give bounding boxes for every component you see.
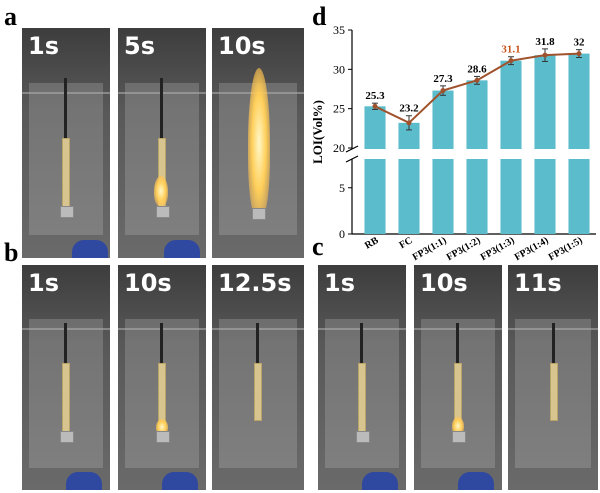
data-marker bbox=[406, 120, 412, 126]
frame-time-label: 10s bbox=[420, 269, 468, 297]
photo-c-3: 11s bbox=[508, 265, 598, 490]
axis-break bbox=[346, 149, 598, 159]
frame-time-label: 10s bbox=[218, 32, 266, 60]
panel-label-b: b bbox=[4, 238, 19, 267]
data-label: 31.1 bbox=[501, 44, 520, 56]
data-label: 27.3 bbox=[433, 73, 453, 85]
data-marker bbox=[474, 77, 480, 83]
bar bbox=[364, 106, 386, 234]
photo-a-1: 1s bbox=[22, 28, 110, 258]
frame-time-label: 1s bbox=[28, 269, 59, 297]
loi-bar-chart: 20 25 30 35 0 5 LOI(Vol%) 25.3 RB 23.2 FC 27.3 FP3(1… bbox=[310, 23, 598, 263]
data-marker bbox=[576, 51, 582, 57]
photo-b-2: 10s bbox=[118, 265, 206, 490]
frame-time-label: 11s bbox=[514, 269, 562, 297]
photo-b-1: 1s bbox=[22, 265, 110, 490]
data-label: 23.2 bbox=[399, 103, 419, 115]
x-tick-label: FP3(1:2) bbox=[445, 235, 483, 263]
photo-a-2: 5s bbox=[118, 28, 206, 258]
x-tick-label: FC bbox=[397, 235, 414, 251]
data-marker bbox=[542, 52, 548, 58]
x-tick-label: FP3(1:5) bbox=[547, 235, 585, 263]
bar bbox=[568, 53, 590, 234]
bar bbox=[534, 55, 556, 234]
photo-b-3: 12.5s bbox=[212, 265, 304, 490]
axis-break-mark bbox=[345, 145, 359, 153]
photo-c-2: 10s bbox=[414, 265, 502, 490]
photo-c-1: 1s bbox=[318, 265, 406, 490]
data-marker bbox=[440, 88, 446, 94]
y-tick-label: 35 bbox=[333, 23, 345, 37]
data-marker bbox=[372, 103, 378, 109]
x-tick-label: RB bbox=[363, 235, 381, 252]
data-label: 25.3 bbox=[365, 90, 385, 102]
y-tick-label: 30 bbox=[333, 62, 345, 76]
panel-label-d: d bbox=[312, 2, 327, 31]
data-marker bbox=[508, 58, 514, 64]
data-label: 32 bbox=[574, 37, 586, 49]
frame-time-label: 5s bbox=[124, 32, 155, 60]
data-label: 31.8 bbox=[535, 36, 555, 48]
bar bbox=[500, 60, 522, 235]
panel-label-c: c bbox=[312, 232, 324, 261]
panel-label-a: a bbox=[4, 2, 17, 31]
x-tick-label: FP3(1:3) bbox=[479, 235, 517, 263]
flame bbox=[248, 68, 270, 218]
photo-a-3: 10s bbox=[212, 28, 304, 258]
y-tick-label: 5 bbox=[339, 181, 345, 195]
y-tick-label: 25 bbox=[333, 102, 345, 116]
frame-time-label: 1s bbox=[324, 269, 355, 297]
flame bbox=[154, 176, 168, 206]
axis-break-mark bbox=[345, 155, 359, 163]
y-tick-label: 20 bbox=[333, 141, 345, 155]
flame bbox=[452, 417, 464, 435]
frame-time-label: 12.5s bbox=[218, 269, 292, 297]
x-tick-label: FP3(1:4) bbox=[513, 235, 551, 263]
bar bbox=[398, 122, 420, 234]
frame-time-label: 10s bbox=[124, 269, 172, 297]
y-axis-label: LOI(Vol%) bbox=[310, 100, 325, 164]
data-label: 28.6 bbox=[467, 63, 487, 75]
y-tick-label: 0 bbox=[339, 227, 345, 241]
bar bbox=[432, 90, 454, 234]
x-tick-label: FP3(1:1) bbox=[411, 235, 449, 263]
frame-time-label: 1s bbox=[28, 32, 59, 60]
